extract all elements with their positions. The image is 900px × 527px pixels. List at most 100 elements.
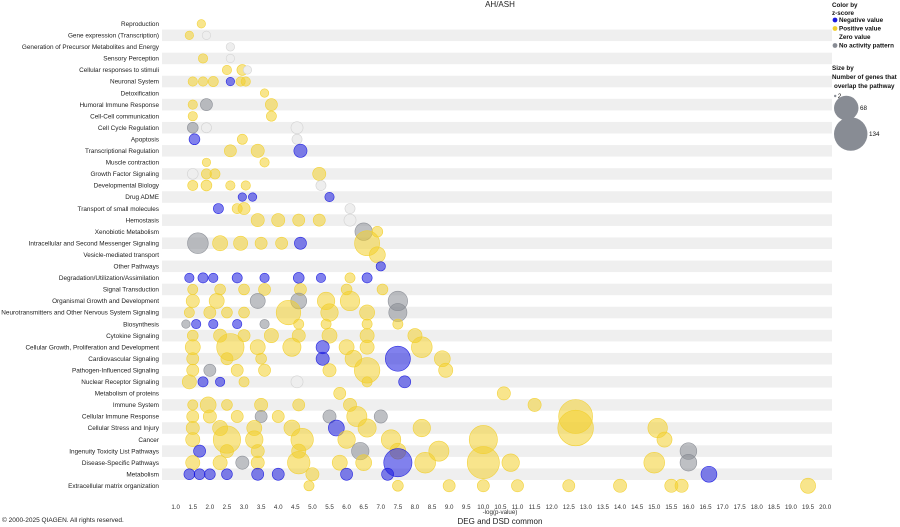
bubble-point[interactable] (259, 319, 270, 330)
bubble-point[interactable] (249, 339, 266, 356)
bubble-point[interactable] (184, 30, 194, 40)
bubble-point[interactable] (186, 352, 200, 366)
bubble-point[interactable] (200, 98, 213, 111)
bubble-point[interactable] (208, 293, 225, 309)
bubble-point[interactable] (375, 261, 386, 272)
bubble-point[interactable] (238, 306, 250, 319)
bubble-point[interactable] (221, 64, 232, 75)
bubble-point[interactable] (411, 336, 433, 358)
bubble-point[interactable] (235, 455, 250, 470)
bubble-point[interactable] (185, 432, 201, 447)
bubble-point[interactable] (255, 353, 267, 365)
bubble-point[interactable] (221, 306, 233, 319)
bubble-point[interactable] (187, 122, 199, 134)
bubble-point[interactable] (392, 480, 404, 492)
bubble-point[interactable] (212, 235, 228, 252)
bubble-point[interactable] (293, 143, 308, 158)
bubble-point[interactable] (674, 478, 689, 493)
bubble-point[interactable] (679, 454, 698, 472)
bubble-point[interactable] (373, 409, 388, 424)
bubble-point[interactable] (240, 76, 251, 87)
bubble-point[interactable] (265, 98, 278, 111)
bubble-point[interactable] (207, 76, 219, 87)
bubble-point[interactable] (412, 418, 431, 438)
bubble-point[interactable] (201, 30, 211, 40)
bubble-point[interactable] (290, 375, 304, 389)
bubble-point[interactable] (249, 293, 266, 309)
bubble-point[interactable] (254, 236, 268, 250)
bubble-point[interactable] (193, 468, 206, 480)
bubble-point[interactable] (290, 121, 304, 135)
bubble-point[interactable] (315, 180, 327, 191)
bubble-point[interactable] (438, 362, 454, 378)
bubble-point[interactable] (292, 213, 306, 227)
bubble-point[interactable] (321, 327, 338, 344)
bubble-point[interactable] (220, 352, 234, 366)
bubble-point[interactable] (511, 479, 524, 493)
bubble-point[interactable] (198, 76, 209, 87)
bubble-point[interactable] (392, 318, 404, 330)
bubble-point[interactable] (324, 192, 335, 203)
bubble-point[interactable] (496, 386, 511, 401)
bubble-point[interactable] (191, 319, 202, 330)
bubble-point[interactable] (303, 480, 315, 492)
bubble-point[interactable] (361, 376, 373, 388)
bubble-point[interactable] (242, 65, 253, 75)
bubble-point[interactable] (328, 419, 345, 437)
bubble-point[interactable] (312, 213, 326, 227)
bubble-point[interactable] (800, 477, 816, 494)
bubble-point[interactable] (197, 376, 209, 388)
bubble-point[interactable] (266, 110, 277, 122)
bubble-point[interactable] (254, 398, 269, 412)
bubble-point[interactable] (287, 451, 311, 475)
bubble-point[interactable] (359, 304, 375, 321)
bubble-point[interactable] (231, 272, 243, 284)
bubble-point[interactable] (193, 444, 206, 458)
bubble-point[interactable] (292, 398, 306, 412)
bubble-point[interactable] (225, 42, 235, 52)
bubble-point[interactable] (282, 337, 302, 357)
bubble-point[interactable] (240, 180, 251, 191)
bubble-point[interactable] (275, 236, 288, 250)
bubble-point[interactable] (181, 319, 191, 329)
bubble-point[interactable] (212, 455, 228, 471)
bubble-point[interactable] (320, 318, 332, 330)
bubble-point[interactable] (322, 409, 337, 424)
bubble-point[interactable] (271, 467, 285, 481)
bubble-point[interactable] (258, 363, 271, 377)
bubble-point[interactable] (260, 88, 270, 98)
bubble-point[interactable] (315, 272, 326, 283)
bubble-point[interactable] (208, 319, 219, 330)
bubble-point[interactable] (527, 398, 542, 412)
bubble-point[interactable] (333, 387, 347, 400)
bubble-point[interactable] (225, 53, 235, 63)
bubble-point[interactable] (343, 213, 357, 227)
bubble-point[interactable] (237, 202, 251, 215)
bubble-point[interactable] (340, 467, 353, 481)
bubble-point[interactable] (187, 99, 198, 110)
bubble-point[interactable] (203, 306, 217, 319)
bubble-point[interactable] (656, 431, 673, 448)
bubble-point[interactable] (200, 179, 213, 192)
bubble-point[interactable] (361, 272, 373, 284)
bubble-point[interactable] (230, 363, 244, 377)
bubble-point[interactable] (271, 410, 285, 423)
bubble-point[interactable] (428, 440, 450, 462)
bubble-point[interactable] (250, 455, 265, 470)
bubble-point[interactable] (230, 410, 244, 423)
bubble-point[interactable] (238, 283, 250, 296)
bubble-point[interactable] (203, 363, 217, 377)
bubble-point[interactable] (236, 133, 248, 145)
bubble-point[interactable] (183, 307, 195, 318)
bubble-point[interactable] (250, 143, 265, 158)
bubble-point[interactable] (254, 410, 268, 423)
bubble-point[interactable] (187, 180, 199, 191)
bubble-point[interactable] (187, 399, 199, 411)
bubble-point[interactable] (225, 76, 235, 87)
bubble-point[interactable] (369, 246, 386, 264)
bubble-point[interactable] (414, 451, 436, 474)
bubble-point[interactable] (202, 409, 217, 424)
bubble-point[interactable] (220, 444, 234, 459)
bubble-point[interactable] (204, 468, 216, 480)
bubble-point[interactable] (183, 468, 196, 480)
